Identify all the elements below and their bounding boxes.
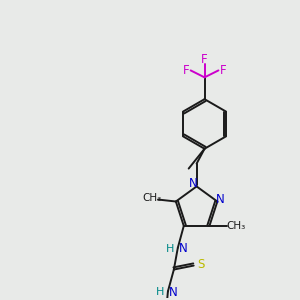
Text: F: F	[201, 53, 208, 66]
Text: N: N	[216, 193, 225, 206]
Text: N: N	[189, 177, 198, 190]
Text: F: F	[220, 64, 227, 77]
Text: N: N	[178, 242, 187, 255]
Text: H: H	[166, 244, 174, 254]
Text: S: S	[197, 258, 204, 271]
Text: CH₃: CH₃	[142, 193, 162, 202]
Text: H: H	[156, 287, 164, 297]
Text: CH₃: CH₃	[226, 221, 246, 231]
Text: F: F	[182, 64, 189, 77]
Text: N: N	[169, 286, 177, 299]
